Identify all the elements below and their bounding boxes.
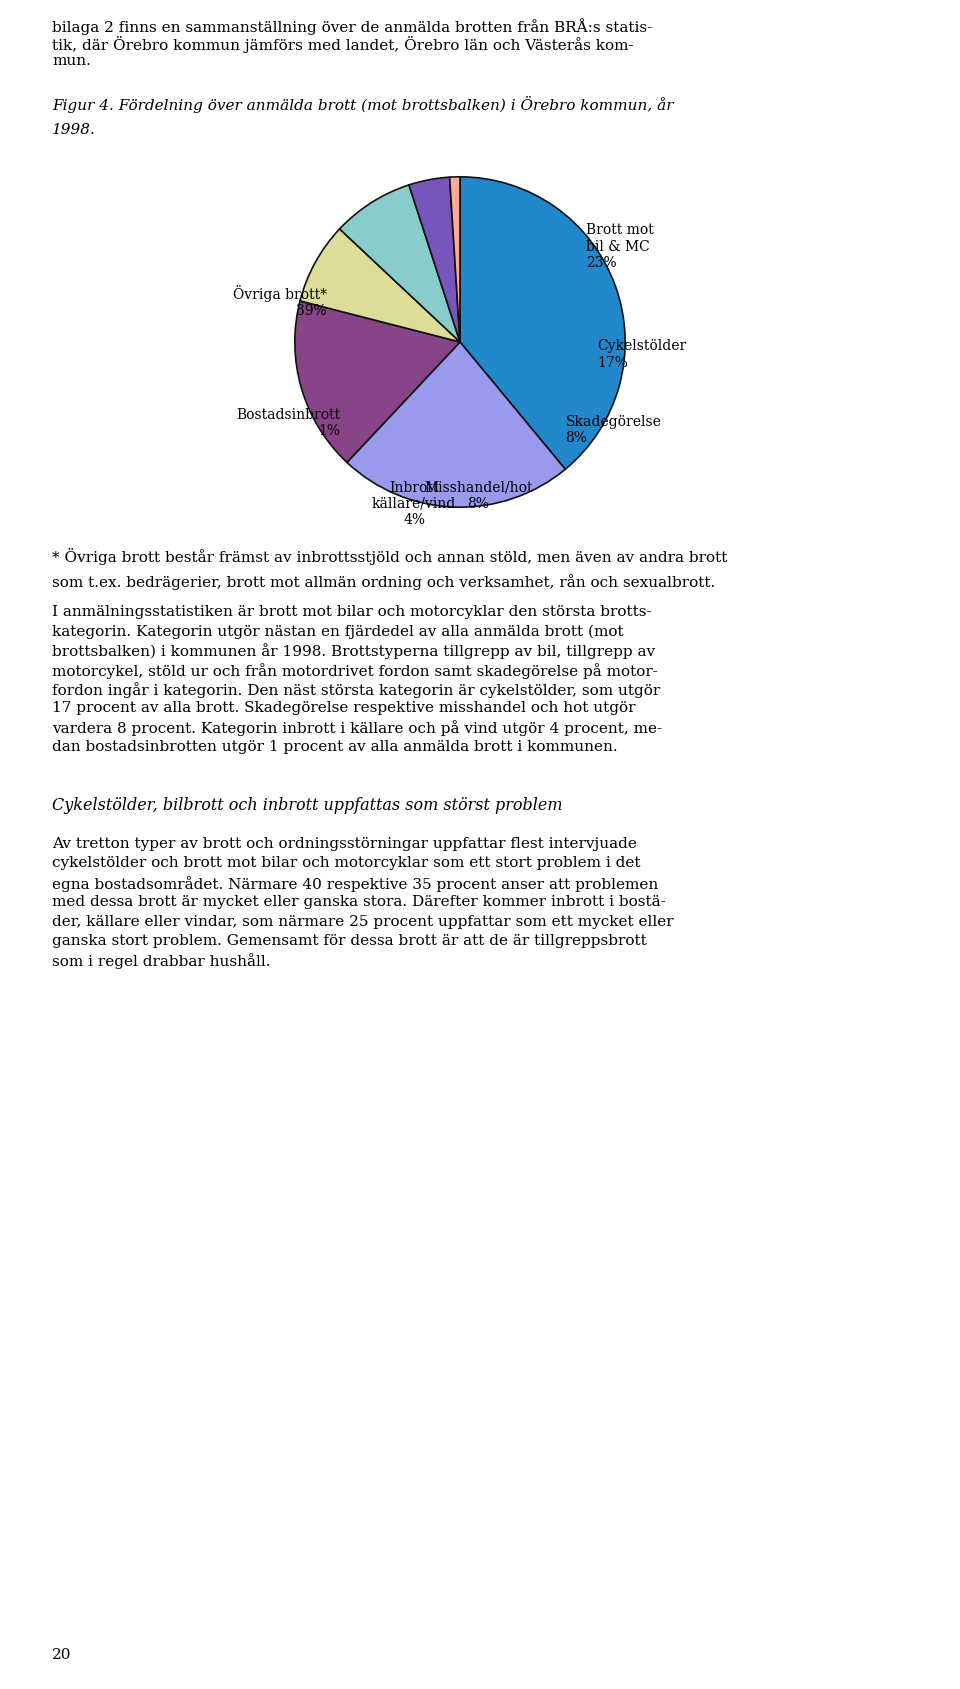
Text: mun.: mun. bbox=[52, 54, 91, 68]
Wedge shape bbox=[340, 186, 460, 343]
Text: Av tretton typer av brott och ordningsstörningar uppfattar flest intervjuade: Av tretton typer av brott och ordningsst… bbox=[52, 836, 636, 851]
Text: Bostadsinbrott
1%: Bostadsinbrott 1% bbox=[236, 409, 341, 437]
Text: Cykelstölder, bilbrott och inbrott uppfattas som störst problem: Cykelstölder, bilbrott och inbrott uppfa… bbox=[52, 797, 563, 814]
Text: kategorin. Kategorin utgör nästan en fjärdedel av alla anmälda brott (mot: kategorin. Kategorin utgör nästan en fjä… bbox=[52, 623, 624, 638]
Text: ganska stort problem. Gemensamt för dessa brott är att de är tillgreppsbrott: ganska stort problem. Gemensamt för dess… bbox=[52, 934, 647, 948]
Text: 1998.: 1998. bbox=[52, 123, 96, 137]
Text: fordon ingår i kategorin. Den näst största kategorin är cykelstölder, som utgör: fordon ingår i kategorin. Den näst störs… bbox=[52, 682, 660, 698]
Text: bilaga 2 finns en sammanställning över de anmälda brotten från BRÅ:s statis-: bilaga 2 finns en sammanställning över d… bbox=[52, 19, 652, 35]
Text: vardera 8 procent. Kategorin inbrott i källare och på vind utgör 4 procent, me-: vardera 8 procent. Kategorin inbrott i k… bbox=[52, 720, 662, 736]
Text: der, källare eller vindar, som närmare 25 procent uppfattar som ett mycket eller: der, källare eller vindar, som närmare 2… bbox=[52, 914, 674, 929]
Text: dan bostadsinbrotten utgör 1 procent av alla anmälda brott i kommunen.: dan bostadsinbrotten utgör 1 procent av … bbox=[52, 740, 617, 753]
Text: med dessa brott är mycket eller ganska stora. Därefter kommer inbrott i bostä-: med dessa brott är mycket eller ganska s… bbox=[52, 895, 665, 909]
Text: egna bostadsområdet. Närmare 40 respektive 35 procent anser att problemen: egna bostadsområdet. Närmare 40 respekti… bbox=[52, 875, 659, 892]
Text: 20: 20 bbox=[52, 1647, 71, 1660]
Wedge shape bbox=[460, 177, 625, 470]
Text: Cykelstölder
17%: Cykelstölder 17% bbox=[598, 339, 687, 370]
Text: I anmälningsstatistiken är brott mot bilar och motorcyklar den största brotts-: I anmälningsstatistiken är brott mot bil… bbox=[52, 605, 652, 618]
Text: som t.ex. bedrägerier, brott mot allmän ordning och verksamhet, rån och sexualbr: som t.ex. bedrägerier, brott mot allmän … bbox=[52, 574, 715, 589]
Text: * Övriga brott består främst av inbrottsstjöld och annan stöld, men även av andr: * Övriga brott består främst av inbrotts… bbox=[52, 547, 728, 564]
Text: Övriga brott*
39%: Övriga brott* 39% bbox=[233, 285, 327, 318]
Text: brottsbalken) i kommunen år 1998. Brottstyperna tillgrepp av bil, tillgrepp av: brottsbalken) i kommunen år 1998. Brotts… bbox=[52, 644, 655, 659]
Text: Skadegörelse
8%: Skadegörelse 8% bbox=[565, 415, 661, 444]
Text: Brott mot
bil & MC
23%: Brott mot bil & MC 23% bbox=[587, 223, 654, 270]
Text: Figur 4. Fördelning över anmälda brott (mot brottsbalken) i Örebro kommun, år: Figur 4. Fördelning över anmälda brott (… bbox=[52, 96, 674, 113]
Wedge shape bbox=[300, 230, 460, 343]
Wedge shape bbox=[295, 302, 460, 463]
Text: Misshandel/hot
8%: Misshandel/hot 8% bbox=[424, 480, 533, 510]
Wedge shape bbox=[409, 177, 460, 343]
Text: Inbrott
källare/vind
4%: Inbrott källare/vind 4% bbox=[372, 480, 456, 527]
Text: som i regel drabbar hushåll.: som i regel drabbar hushåll. bbox=[52, 953, 271, 969]
Text: motorcykel, stöld ur och från motordrivet fordon samt skadegörelse på motor-: motorcykel, stöld ur och från motordrive… bbox=[52, 662, 658, 679]
Wedge shape bbox=[347, 343, 565, 508]
Text: cykelstölder och brott mot bilar och motorcyklar som ett stort problem i det: cykelstölder och brott mot bilar och mot… bbox=[52, 856, 640, 870]
Text: tik, där Örebro kommun jämförs med landet, Örebro län och Västerås kom-: tik, där Örebro kommun jämförs med lande… bbox=[52, 35, 634, 52]
Text: 17 procent av alla brott. Skadegörelse respektive misshandel och hot utgör: 17 procent av alla brott. Skadegörelse r… bbox=[52, 701, 636, 714]
Wedge shape bbox=[449, 177, 460, 343]
